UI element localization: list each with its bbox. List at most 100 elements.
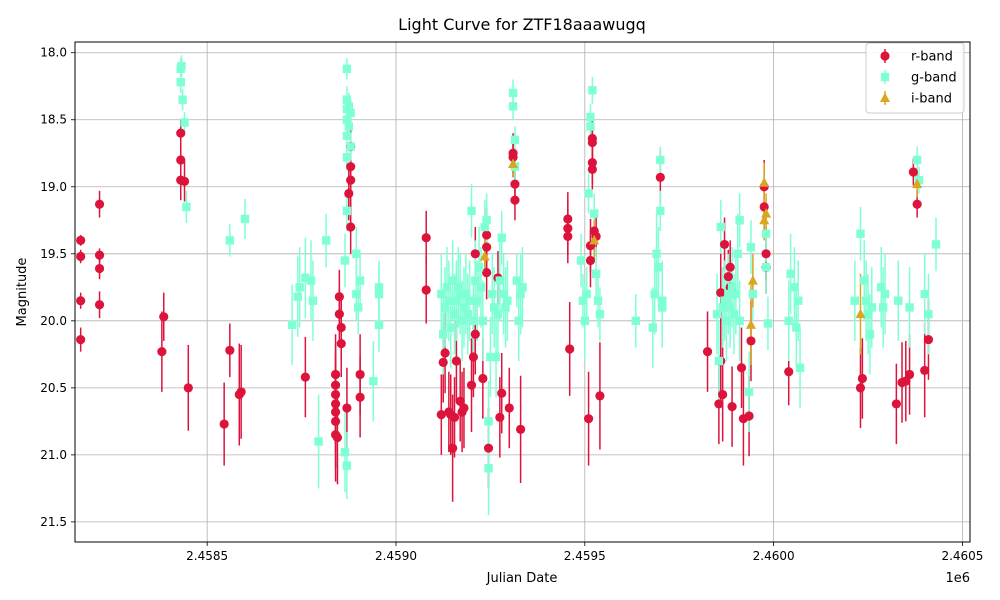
- r-band-point: [583, 414, 594, 424]
- r-band-point: [587, 158, 597, 168]
- g-band-point: [374, 283, 384, 292]
- r-band-point: [330, 380, 341, 390]
- g-band-point: [342, 95, 352, 104]
- g-band-point: [584, 189, 593, 198]
- g-band-point: [880, 289, 890, 299]
- legend-r-band-marker: [880, 51, 890, 61]
- r-band-point: [355, 369, 365, 380]
- g-band-point: [512, 276, 522, 285]
- g-band-point: [461, 289, 471, 299]
- g-band-point: [856, 229, 865, 238]
- g-band-point: [912, 155, 922, 165]
- g-band-point: [455, 289, 465, 299]
- y-tick-label: 18.5: [40, 113, 67, 127]
- g-band-point: [786, 269, 795, 279]
- g-band-point: [182, 202, 191, 212]
- r-band-point: [744, 411, 754, 421]
- g-band-point: [510, 135, 520, 145]
- g-band-point: [591, 269, 601, 279]
- g-band-point: [314, 437, 323, 446]
- g-band-point: [863, 309, 873, 319]
- g-band-point: [761, 263, 771, 272]
- g-band-point: [482, 216, 491, 225]
- g-band-point: [748, 289, 758, 299]
- r-band-point: [723, 271, 733, 282]
- g-band-point: [342, 461, 352, 470]
- i-band-point: [855, 308, 866, 319]
- x-tick-label: 2.4585: [186, 549, 228, 563]
- g-band-point: [178, 95, 187, 104]
- g-band-point: [488, 289, 497, 299]
- g-band-point: [586, 112, 595, 122]
- r-band-point: [563, 223, 573, 233]
- g-band-point: [306, 276, 316, 285]
- y-tick-label: 18.0: [40, 46, 67, 60]
- g-band-point: [321, 236, 331, 245]
- g-band-point: [744, 387, 754, 397]
- g-band-point: [342, 153, 352, 162]
- g-band-point: [576, 256, 586, 265]
- r-band-point: [587, 137, 597, 148]
- g-band-point: [860, 276, 869, 285]
- r-band-point: [438, 357, 448, 367]
- g-band-point: [931, 240, 941, 249]
- g-band-point: [344, 122, 353, 131]
- r-band-point: [565, 344, 575, 354]
- g-band-point: [656, 206, 665, 216]
- g-band-point: [716, 222, 725, 232]
- legend-r-band-label: r-band: [911, 50, 953, 65]
- g-band-point: [586, 122, 595, 131]
- g-band-point: [352, 289, 361, 299]
- g-band-point: [735, 216, 744, 225]
- legend-g-band-label: g-band: [911, 71, 957, 86]
- x-tick-label: 2.4590: [375, 549, 417, 563]
- r-band-point: [719, 239, 730, 250]
- g-band-point: [457, 316, 467, 326]
- g-band-point: [342, 64, 352, 74]
- g-band-point: [440, 303, 450, 312]
- y-tick-label: 21.5: [40, 515, 67, 529]
- g-band-point: [308, 296, 318, 305]
- g-band-point: [914, 175, 924, 185]
- g-band-point: [714, 356, 724, 366]
- data-markers: [76, 61, 941, 473]
- x-tick-label: 2.4605: [941, 549, 983, 563]
- r-band-point: [330, 389, 341, 400]
- g-band-point: [454, 283, 463, 292]
- g-band-point: [342, 115, 352, 124]
- g-band-point: [225, 236, 235, 245]
- g-band-point: [578, 296, 588, 305]
- r-band-point: [157, 347, 167, 357]
- g-band-point: [503, 296, 512, 305]
- r-band-point: [346, 222, 356, 232]
- g-band-point: [877, 283, 886, 292]
- y-tick-label: 19.5: [40, 247, 67, 261]
- g-band-point: [176, 78, 185, 87]
- r-band-point: [334, 309, 344, 319]
- y-tick-label: 19.0: [40, 180, 67, 194]
- r-band-point: [332, 432, 343, 443]
- g-band-point: [924, 309, 933, 319]
- r-band-point: [718, 389, 728, 400]
- g-band-point: [920, 289, 929, 299]
- g-band-point: [340, 256, 350, 265]
- g-band-point: [582, 289, 591, 299]
- g-band-point: [446, 323, 455, 332]
- chart-title: Light Curve for ZTF18aaawugq: [398, 15, 646, 34]
- g-band-point: [472, 296, 482, 305]
- r-band-point: [510, 179, 520, 189]
- r-band-point: [727, 402, 737, 412]
- i-band-point: [589, 234, 600, 245]
- r-band-point: [455, 396, 465, 406]
- g-band-point: [656, 155, 665, 165]
- legend-i-band-marker: [880, 92, 890, 102]
- i-band-point: [761, 208, 772, 218]
- r-band-point: [344, 188, 354, 199]
- r-band-point: [563, 214, 573, 224]
- g-band-point: [450, 309, 459, 319]
- g-band-point: [793, 296, 803, 305]
- r-band-point: [176, 155, 186, 165]
- r-band-point: [759, 202, 769, 212]
- r-band-point: [725, 262, 735, 272]
